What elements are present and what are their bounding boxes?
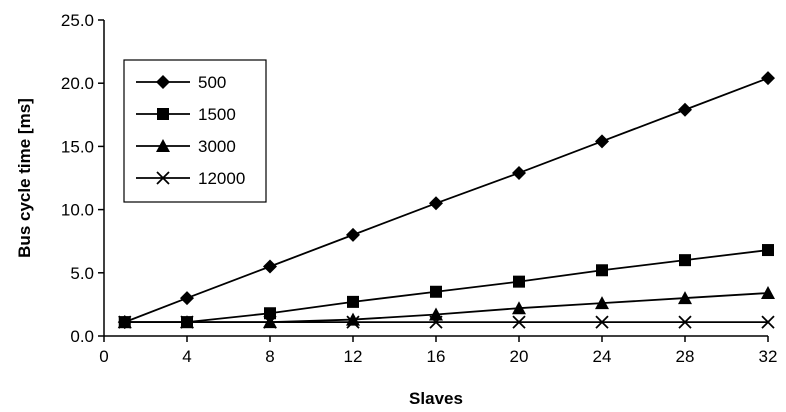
data-point-12000 [263, 315, 277, 329]
y-tick-label: 15.0 [61, 137, 94, 156]
series-500 [117, 71, 775, 330]
data-point-3000 [761, 286, 775, 300]
legend-item-3000: 3000 [136, 137, 236, 156]
data-point-12000 [512, 315, 526, 329]
legend-marker [156, 75, 170, 89]
x-tick-label: 8 [265, 347, 274, 366]
data-point-500 [180, 291, 194, 306]
y-tick-label: 10.0 [61, 201, 94, 220]
data-point-12000 [118, 315, 132, 329]
data-point-500 [761, 71, 775, 86]
data-point-12000 [761, 315, 775, 329]
data-point-12000 [678, 315, 692, 329]
legend-label: 500 [198, 73, 226, 92]
data-point-1500 [430, 285, 442, 298]
x-tick-label: 12 [344, 347, 363, 366]
legend-item-1500: 1500 [136, 105, 236, 124]
legend-label: 12000 [198, 169, 245, 188]
data-point-3000 [678, 291, 692, 305]
series-line-1500 [124, 249, 769, 323]
data-point-1500 [596, 264, 608, 277]
data-point-3000 [512, 301, 526, 315]
legend: 500 1500 3000 12000 [123, 59, 267, 203]
legend-marker [157, 108, 169, 120]
y-tick-label: 0.0 [70, 327, 94, 346]
data-point-500 [263, 259, 277, 274]
y-tick-label: 25.0 [61, 11, 94, 30]
x-tick-label: 28 [676, 347, 695, 366]
data-point-1500 [347, 295, 359, 308]
data-point-12000 [346, 315, 360, 329]
data-point-500 [595, 134, 609, 149]
data-point-1500 [762, 244, 774, 257]
series-12000 [118, 315, 775, 329]
series-1500 [118, 244, 774, 329]
series-layer [117, 71, 775, 330]
data-point-500 [429, 196, 443, 211]
x-tick-label: 16 [427, 347, 446, 366]
legend-item-12000: 12000 [136, 169, 245, 188]
y-tick-label: 20.0 [61, 74, 94, 93]
x-tick-label: 0 [99, 347, 108, 366]
legend-label: 1500 [198, 105, 236, 124]
data-point-12000 [429, 315, 443, 329]
data-point-3000 [595, 296, 609, 310]
y-tick-label: 5.0 [70, 264, 94, 283]
data-point-1500 [264, 307, 276, 320]
x-tick-label: 20 [510, 347, 529, 366]
data-point-500 [678, 102, 692, 117]
x-tick-label: 32 [759, 347, 778, 366]
legend-label: 3000 [198, 137, 236, 156]
legend-marker [156, 171, 170, 185]
x-tick-label: 24 [593, 347, 612, 366]
legend-item-500: 500 [136, 73, 226, 92]
legend-marker [156, 139, 170, 152]
data-point-500 [512, 165, 526, 180]
y-axis: 0.0 5.0 10.0 15.0 20.0 25.0 [61, 11, 105, 346]
data-point-12000 [595, 315, 609, 329]
y-axis-title: Bus cycle time [ms] [15, 98, 34, 258]
x-axis-title: Slaves [409, 389, 463, 408]
data-point-3000 [429, 307, 443, 321]
x-axis: 0 4 8 12 16 20 24 28 32 [99, 335, 778, 366]
data-point-1500 [513, 275, 525, 288]
x-tick-label: 4 [182, 347, 191, 366]
data-point-500 [346, 227, 360, 242]
data-point-1500 [679, 254, 691, 267]
data-point-12000 [180, 315, 194, 329]
